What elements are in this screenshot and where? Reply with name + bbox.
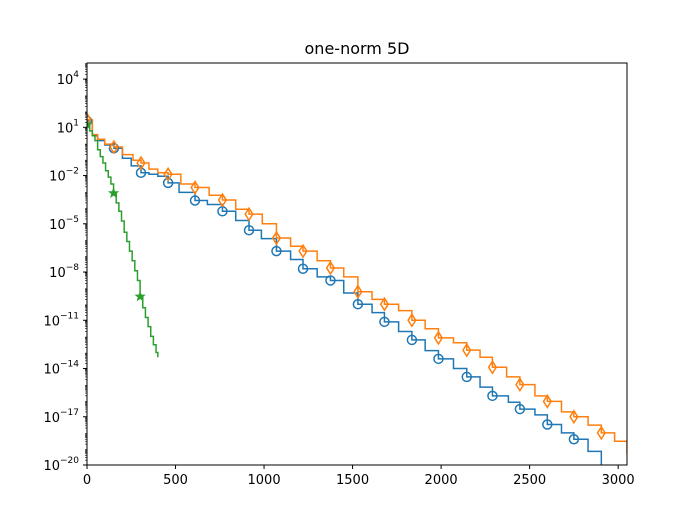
series-1-marker [190, 180, 200, 195]
chart-title: one-norm 5D [305, 39, 410, 58]
y-tick-label: 104 [57, 70, 80, 88]
y-tick-label: 10−11 [43, 311, 79, 329]
y-tick-label: 10−14 [43, 360, 79, 378]
series-0-marker [87, 115, 93, 127]
x-tick-label: 1000 [248, 473, 281, 488]
series-0-marker [514, 403, 526, 415]
series-2-line [87, 123, 159, 358]
series-2-marker [134, 290, 146, 302]
x-tick-label: 2000 [425, 473, 458, 488]
series-0-line [87, 120, 603, 465]
series-0-marker [325, 275, 336, 286]
series-1-marker [433, 330, 444, 346]
series-0-marker [352, 298, 364, 310]
series-1-line [87, 118, 627, 454]
plot-frame [86, 62, 628, 466]
x-tick-label: 500 [163, 473, 188, 488]
series-1-marker [487, 359, 498, 375]
series-0-marker [189, 195, 201, 206]
series-1-marker [569, 409, 579, 425]
y-tick-label: 101 [57, 118, 79, 136]
y-tick-label: 10−8 [49, 263, 79, 281]
series-0-marker [162, 177, 174, 189]
series-1-marker [109, 139, 119, 155]
series-0-marker [568, 433, 580, 445]
x-tick-label: 2500 [513, 473, 546, 488]
x-tick-label: 1500 [336, 473, 369, 488]
x-tick-label: 3000 [602, 473, 635, 488]
series-2-marker [87, 118, 93, 130]
series-0-marker [297, 263, 309, 275]
series-1-marker [217, 192, 228, 208]
series-1-marker [244, 206, 254, 222]
series-0-marker [433, 353, 444, 365]
series-1-marker [515, 377, 525, 393]
y-tick-label: 10−20 [43, 456, 79, 474]
y-tick-label: 10−2 [49, 167, 79, 185]
series-0-marker [461, 371, 473, 383]
series-0-marker [542, 419, 553, 430]
series-2-marker [107, 187, 120, 198]
series-1-marker [87, 112, 92, 128]
y-tick-label: 10−17 [43, 408, 79, 426]
series-1-marker [163, 166, 173, 182]
series-1-marker [298, 243, 308, 259]
series-1-marker [542, 394, 553, 409]
series-0-marker [271, 245, 282, 257]
series-0-marker [379, 316, 390, 328]
series-1-marker [353, 284, 363, 300]
x-tick-label: 0 [83, 473, 91, 488]
series-1-marker [596, 425, 607, 441]
series-1-marker [379, 296, 390, 312]
series-0-marker [406, 334, 418, 346]
series-1-marker [325, 260, 336, 276]
y-tick-label: 10−5 [49, 215, 79, 233]
series-0-marker [243, 224, 255, 236]
series-1-marker [407, 312, 417, 328]
series-0-marker [487, 390, 498, 402]
series-1-marker [136, 155, 146, 171]
series-1-marker [462, 342, 472, 358]
series-1-marker [271, 230, 282, 246]
